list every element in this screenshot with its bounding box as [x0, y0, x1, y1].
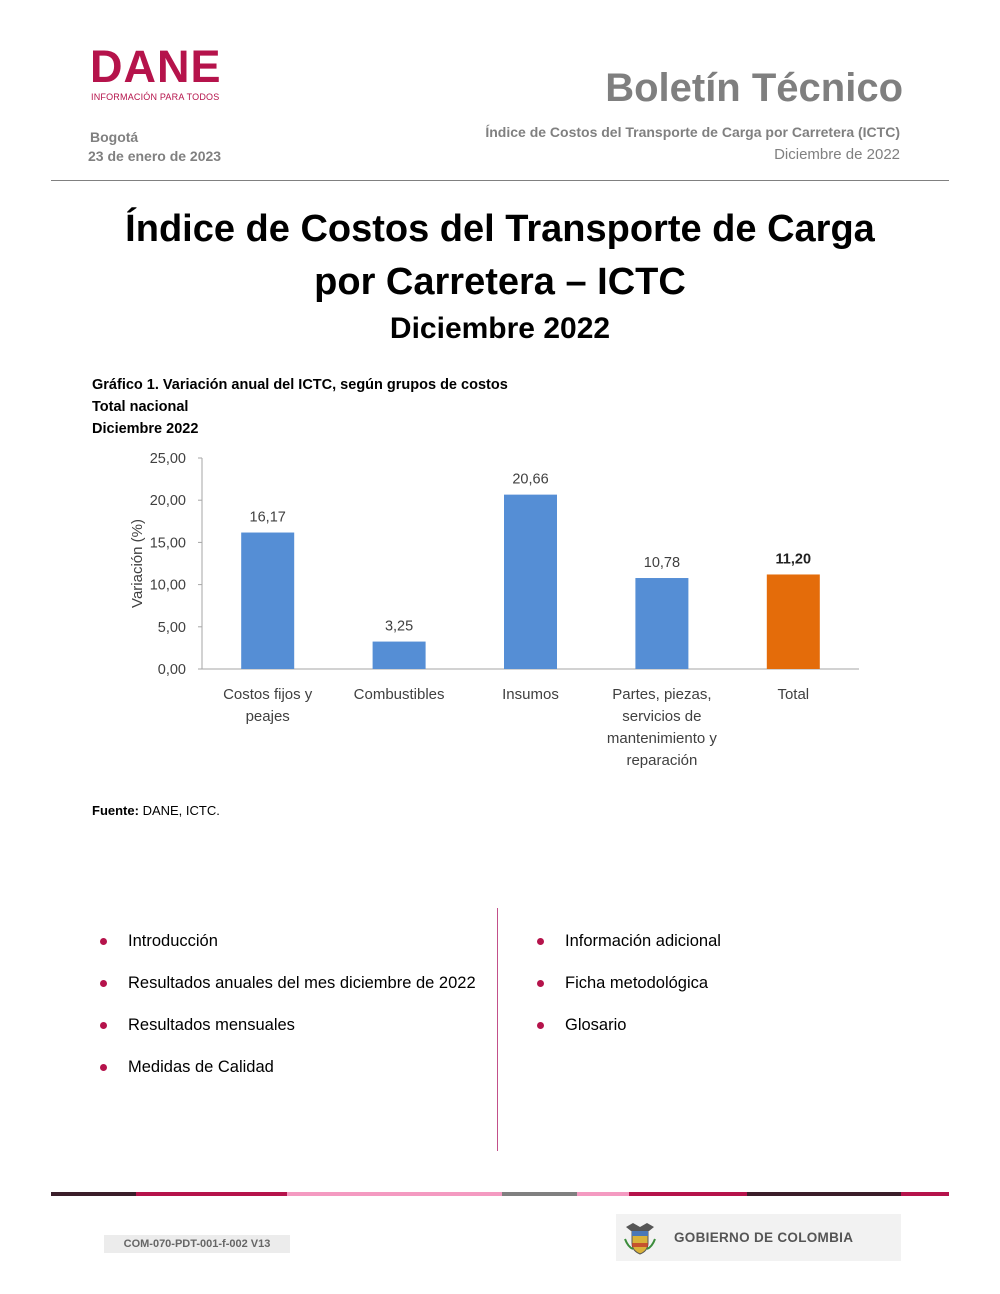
- bar: [504, 494, 557, 669]
- chart-caption-title: Gráfico 1. Variación anual del ICTC, seg…: [92, 377, 508, 393]
- contents-list-left: Introducción Resultados anuales del mes d…: [92, 930, 480, 1098]
- y-tick-label: 0,00: [158, 662, 186, 678]
- contents-list-right: Información adicional Ficha metodológica G…: [529, 930, 909, 1056]
- band-segment: [287, 1192, 502, 1196]
- publication-date: 23 de enero de 2023: [88, 148, 222, 164]
- contents-item: Introducción: [92, 930, 480, 953]
- bullet-icon: [100, 938, 107, 945]
- source-label: Fuente:: [92, 803, 139, 818]
- band-segment: [747, 1192, 901, 1196]
- category-label: reparación: [626, 752, 697, 769]
- category-label: Combustibles: [354, 686, 445, 703]
- category-label: peajes: [246, 708, 290, 725]
- city: Bogotá: [90, 129, 139, 145]
- bar: [372, 641, 426, 669]
- bullet-icon: [100, 980, 107, 987]
- y-tick-label: 15,00: [150, 535, 186, 551]
- category-label: Insumos: [502, 686, 559, 703]
- y-tick-label: 20,00: [150, 493, 186, 509]
- contents-divider: [497, 908, 498, 1151]
- bullet-icon: [537, 938, 544, 945]
- document-code: COM-070-PDT-001-f-002 V13: [104, 1235, 290, 1253]
- band-segment: [136, 1192, 287, 1196]
- colombia-coat-of-arms-icon: [624, 1223, 656, 1255]
- band-segment: [629, 1192, 747, 1196]
- data-label: 11,20: [776, 551, 812, 567]
- dane-logo-tagline: INFORMACIÓN PARA TODOS: [91, 92, 220, 102]
- bulletin-period: Diciembre de 2022: [774, 146, 900, 163]
- bullet-icon: [100, 1064, 107, 1071]
- band-segment: [502, 1192, 577, 1196]
- contents-item: Medidas de Calidad: [92, 1056, 480, 1079]
- contents-item-label: Información adicional: [565, 932, 721, 950]
- source-text: DANE, ICTC.: [138, 803, 220, 818]
- category-label: servicios de: [622, 708, 701, 725]
- header-divider: [51, 180, 949, 181]
- bullet-icon: [537, 1022, 544, 1029]
- page-title-period: Diciembre 2022: [389, 312, 611, 345]
- chart-caption-scope: Total nacional: [92, 399, 189, 415]
- government-label: GOBIERNO DE COLOMBIA: [674, 1230, 854, 1245]
- bar: [241, 532, 295, 669]
- page-title-line-1: Índice de Costos del Transporte de Carga: [125, 208, 875, 250]
- data-label: 10,78: [644, 555, 680, 571]
- contents-item: Resultados anuales del mes diciembre de …: [92, 972, 480, 995]
- category-label: Partes, piezas,: [612, 686, 711, 703]
- band-segment: [577, 1192, 629, 1196]
- category-label: Total: [777, 686, 809, 703]
- contents-item: Ficha metodológica: [529, 972, 909, 995]
- contents-item: Resultados mensuales: [92, 1014, 480, 1037]
- data-label: 20,66: [512, 472, 548, 488]
- band-segment: [51, 1192, 136, 1196]
- contents-item-label: Glosario: [565, 1016, 627, 1034]
- contents-item-label: Resultados mensuales: [128, 1016, 295, 1034]
- category-label: mantenimiento y: [607, 730, 718, 747]
- bar-chart: 0,00 5,00 10,00 15,00 20,00 25,00 Variación (%…: [129, 451, 859, 769]
- contents-item-label: Resultados anuales del mes diciembre de …: [128, 974, 476, 992]
- y-tick-label: 25,00: [150, 451, 186, 467]
- chart-caption-period: Diciembre 2022: [92, 421, 199, 437]
- contents-item-label: Introducción: [128, 932, 218, 950]
- dane-logo: DANE: [90, 41, 222, 92]
- data-label: 3,25: [385, 619, 413, 635]
- contents-item-label: Ficha metodológica: [565, 974, 709, 992]
- bulletin-heading: Boletín Técnico: [605, 66, 903, 110]
- bar: [635, 578, 689, 669]
- footer-color-band: [51, 1192, 949, 1196]
- data-label: 16,17: [250, 510, 286, 526]
- band-segment: [901, 1192, 949, 1196]
- y-axis-title: Variación (%): [129, 519, 146, 608]
- bulletin-subtitle: Índice de Costos del Transporte de Carga…: [485, 124, 900, 140]
- contents-item: Glosario: [529, 1014, 909, 1037]
- bullet-icon: [100, 1022, 107, 1029]
- government-box: [616, 1214, 901, 1261]
- source-note: Fuente: DANE, ICTC.: [92, 803, 220, 818]
- y-tick-label: 10,00: [150, 578, 186, 594]
- page-title-line-2: por Carretera – ICTC: [314, 261, 686, 303]
- bullet-icon: [537, 980, 544, 987]
- contents-item: Información adicional: [529, 930, 909, 953]
- bar: [766, 574, 820, 669]
- contents-item-label: Medidas de Calidad: [128, 1058, 274, 1076]
- category-label: Costos fijos y: [223, 686, 313, 703]
- y-tick-label: 5,00: [158, 620, 186, 636]
